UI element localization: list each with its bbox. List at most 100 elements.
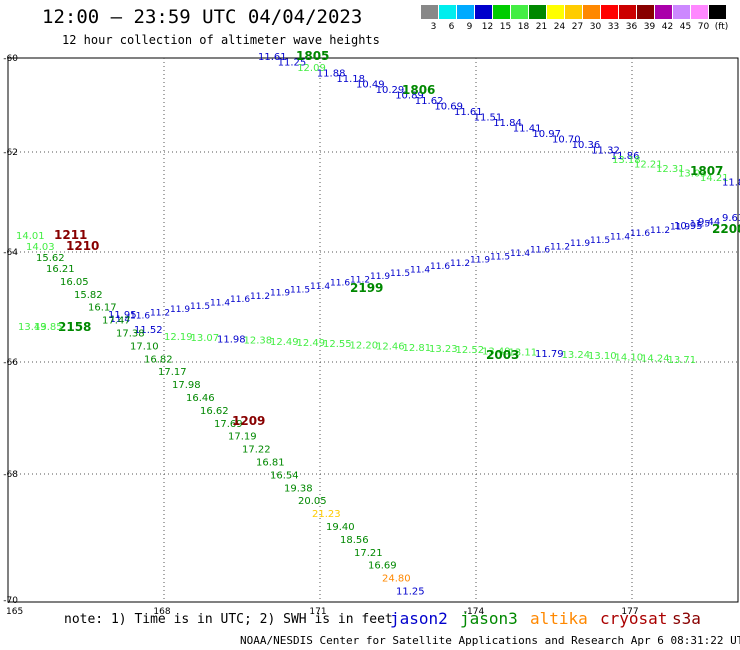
swh-value: 11.5 xyxy=(190,302,210,312)
swh-value: 11.4 xyxy=(210,299,230,309)
scale-label: 33 xyxy=(607,22,620,32)
scale-label: 3 xyxy=(430,22,437,32)
pass-id-label: 2003 xyxy=(486,348,519,362)
legend-s3a: s3a xyxy=(672,609,701,628)
swh-value: 13.49 xyxy=(18,322,47,333)
lat-label: -62 xyxy=(3,148,18,158)
scale-label: 70 xyxy=(697,22,710,32)
lon-label: 165 xyxy=(6,607,23,617)
pass-id-label: 1807 xyxy=(690,164,723,178)
chart-subtitle: 12 hour collection of altimeter wave hei… xyxy=(62,33,380,47)
pass-id-label: 1806 xyxy=(402,83,435,97)
scale-swatch xyxy=(601,5,618,19)
legend-cryosat: cryosat xyxy=(600,609,668,628)
swh-value: 16.05 xyxy=(60,277,89,288)
swh-value: 24.80 xyxy=(382,574,411,585)
lon-label: -174 xyxy=(464,607,485,617)
swh-value: 11.61 xyxy=(258,52,287,63)
swh-value: 11.6 xyxy=(430,262,450,272)
scale-label: 6 xyxy=(448,22,455,32)
lat-label: -60 xyxy=(3,54,18,64)
map-frame xyxy=(7,57,739,603)
scale-label: 27 xyxy=(571,22,584,32)
swh-value: 11.25 xyxy=(396,587,425,598)
swh-value: 11.18 xyxy=(336,74,365,85)
swh-value: 11.52 xyxy=(134,325,163,336)
lon-label: 168 xyxy=(153,607,170,617)
lat-label: -70 xyxy=(3,596,18,606)
scale-swatch xyxy=(583,5,600,19)
swh-value: 17.69 xyxy=(214,419,243,430)
swh-value: 11.4 xyxy=(310,282,330,292)
swh-value: 11.62 xyxy=(415,96,444,107)
legend-jason2: jason2 xyxy=(390,609,448,628)
scale-label: 39 xyxy=(643,22,656,32)
swh-value: 10.36 xyxy=(572,140,601,151)
scale-label: 36 xyxy=(625,22,638,32)
scale-label: 24 xyxy=(553,22,566,32)
scale-swatch xyxy=(673,5,690,19)
swh-value: 17.10 xyxy=(130,341,159,352)
swh-value: 11.79 xyxy=(535,349,564,360)
swh-value: 13.07 xyxy=(191,333,220,344)
swh-value: 16.54 xyxy=(270,470,299,481)
swh-value: 11.2 xyxy=(450,259,470,269)
swh-value: 11.86 xyxy=(611,151,640,162)
swh-value: 12.20 xyxy=(350,340,379,351)
swh-value: 11.88 xyxy=(317,69,346,80)
scale-swatch xyxy=(565,5,582,19)
swh-value: 17.98 xyxy=(172,380,201,391)
swh-value: 11.6 xyxy=(530,246,550,256)
credit-line: NOAA/NESDIS Center for Satellite Applica… xyxy=(240,634,740,647)
pass-id-label: 1211 xyxy=(54,228,87,242)
scale-swatch xyxy=(475,5,492,19)
swh-value: 11.4 xyxy=(110,315,130,325)
lon-label: 171 xyxy=(309,607,326,617)
swh-value: 14.01 xyxy=(16,231,45,242)
swh-value: 12.49 xyxy=(297,338,326,349)
scale-swatch xyxy=(709,5,726,19)
swh-value: 11.51 xyxy=(474,113,503,124)
swh-value: 11.32 xyxy=(591,146,620,157)
scale-swatch xyxy=(529,5,546,19)
scale-label: 42 xyxy=(661,22,674,32)
swh-value: 11.84 xyxy=(493,118,522,129)
swh-value: 12.55 xyxy=(323,339,352,350)
swh-value: 11.4 xyxy=(410,266,430,276)
scale-swatch xyxy=(439,5,456,19)
swh-value: 11.5 xyxy=(490,252,510,262)
swh-value: 11.2 xyxy=(550,242,570,252)
swh-value: 11.9 xyxy=(270,289,290,299)
chart-title: 12:00 – 23:59 UTC 04/04/2023 xyxy=(42,6,363,28)
scale-swatch xyxy=(421,5,438,19)
scale-label: (ft) xyxy=(714,22,729,32)
pass-id-label: 1210 xyxy=(66,239,99,253)
swh-value: 12.81 xyxy=(403,343,432,354)
scale-label: 15 xyxy=(499,22,512,32)
swh-value: 14.24 xyxy=(641,354,670,365)
swh-value: 16.46 xyxy=(186,393,215,404)
swh-value: 12.38 xyxy=(244,336,273,347)
scale-swatch xyxy=(457,5,474,19)
swh-value: 11.41 xyxy=(513,124,542,135)
swh-value: 10.29 xyxy=(376,85,405,96)
swh-value: 16.81 xyxy=(256,458,285,469)
swh-value: 17.38 xyxy=(116,329,145,340)
swh-value: 11.4 xyxy=(510,249,530,259)
swh-value: 13.24 xyxy=(562,350,591,361)
swh-value: 12.31 xyxy=(656,164,685,175)
swh-value: 14.21 xyxy=(700,173,729,184)
scale-swatch xyxy=(619,5,636,19)
swh-value: 13.23 xyxy=(429,344,458,355)
swh-value: 9.44 xyxy=(698,217,720,228)
swh-value: 17.47 xyxy=(102,316,131,327)
swh-value: 16.82 xyxy=(144,354,173,365)
swh-value: 11.5 xyxy=(290,285,310,295)
scale-swatch xyxy=(691,5,708,19)
swh-value: 21.23 xyxy=(312,509,341,520)
legend-jason3: jason3 xyxy=(460,609,518,628)
swh-value: 11.89 xyxy=(722,178,740,189)
swh-value: 16.17 xyxy=(88,303,117,314)
swh-value: 17.17 xyxy=(158,367,187,378)
